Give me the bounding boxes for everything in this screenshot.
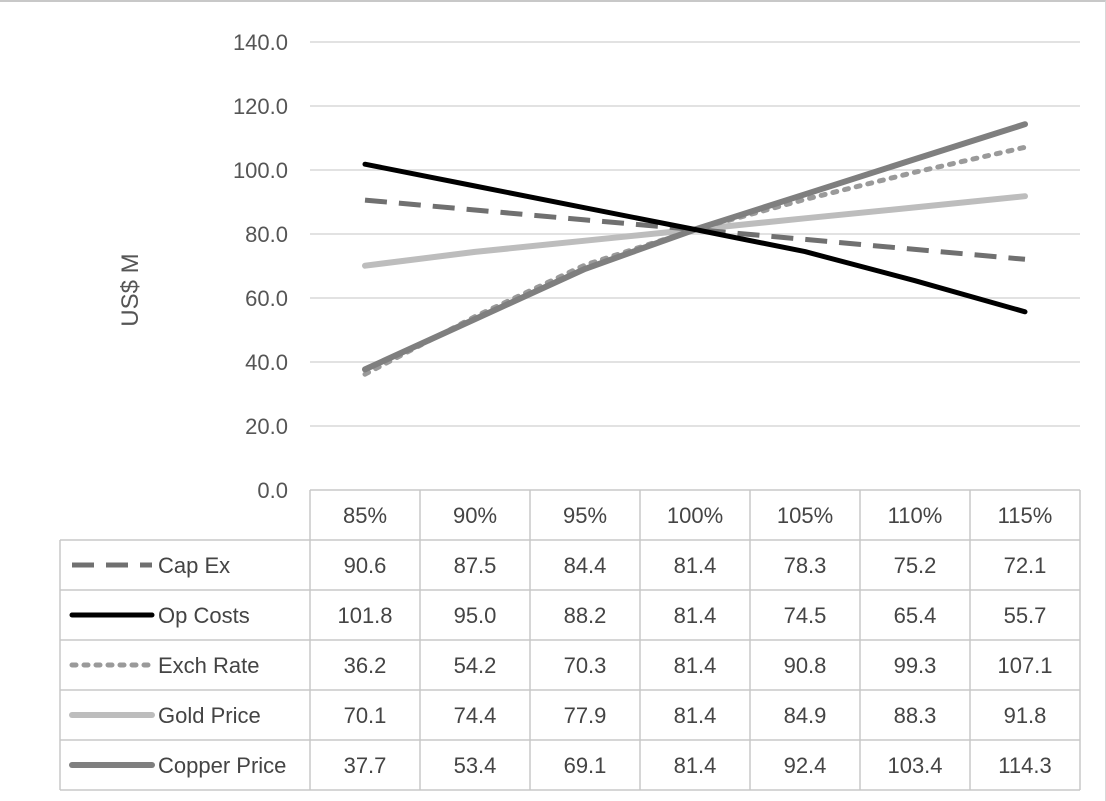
data-label-gold-price: 88.3 [894, 703, 937, 728]
data-label-op-costs: 95.0 [454, 603, 497, 628]
data-label-op-costs: 65.4 [894, 603, 937, 628]
x-tick-label-105: 105% [777, 503, 833, 528]
data-label-exch-rate: 81.4 [674, 653, 717, 678]
data-label-copper-price: 103.4 [887, 753, 942, 778]
data-label-copper-price: 69.1 [564, 753, 607, 778]
series-line-op-costs [362, 161, 1028, 315]
legend-label-cap-ex: Cap Ex [158, 553, 230, 578]
data-label-gold-price: 84.9 [784, 703, 827, 728]
x-tick-label-90: 90% [453, 503, 497, 528]
data-label-copper-price: 37.7 [344, 753, 387, 778]
data-label-gold-price: 74.4 [454, 703, 497, 728]
data-label-op-costs: 88.2 [564, 603, 607, 628]
data-label-cap-ex: 75.2 [894, 553, 937, 578]
legend-label-copper-price: Copper Price [158, 753, 286, 778]
data-label-copper-price: 81.4 [674, 753, 717, 778]
data-label-exch-rate: 36.2 [344, 653, 387, 678]
data-label-op-costs: 81.4 [674, 603, 717, 628]
data-label-cap-ex: 78.3 [784, 553, 827, 578]
data-label-exch-rate: 90.8 [784, 653, 827, 678]
y-tick-label: 40.0 [245, 350, 288, 375]
data-label-cap-ex: 81.4 [674, 553, 717, 578]
data-label-gold-price: 77.9 [564, 703, 607, 728]
data-label-op-costs: 101.8 [337, 603, 392, 628]
y-tick-label: 60.0 [245, 286, 288, 311]
data-label-gold-price: 81.4 [674, 703, 717, 728]
legend-label-exch-rate: Exch Rate [158, 653, 260, 678]
data-label-exch-rate: 54.2 [454, 653, 497, 678]
x-tick-label-100: 100% [667, 503, 723, 528]
data-label-exch-rate: 107.1 [997, 653, 1052, 678]
x-tick-label-115: 115% [998, 503, 1053, 528]
x-tick-label-85: 85% [343, 503, 387, 528]
legend-label-op-costs: Op Costs [158, 603, 250, 628]
data-label-exch-rate: 70.3 [564, 653, 607, 678]
y-axis-title: US$ M [117, 253, 144, 326]
data-label-copper-price: 53.4 [454, 753, 497, 778]
x-tick-label-110: 110% [888, 503, 943, 528]
y-tick-label: 0.0 [257, 478, 288, 503]
y-tick-label: 20.0 [245, 414, 288, 439]
data-label-copper-price: 92.4 [784, 753, 827, 778]
data-label-op-costs: 74.5 [784, 603, 827, 628]
y-tick-label: 100.0 [233, 158, 288, 183]
y-tick-label: 140.0 [233, 30, 288, 55]
data-label-gold-price: 70.1 [344, 703, 387, 728]
series-line-copper-price [362, 121, 1028, 373]
data-label-op-costs: 55.7 [1004, 603, 1047, 628]
y-tick-label: 120.0 [233, 94, 288, 119]
data-label-gold-price: 91.8 [1004, 703, 1047, 728]
data-label-exch-rate: 99.3 [894, 653, 937, 678]
legend-label-gold-price: Gold Price [158, 703, 261, 728]
data-label-cap-ex: 72.1 [1004, 553, 1047, 578]
data-label-cap-ex: 90.6 [344, 553, 387, 578]
x-tick-label-95: 95% [563, 503, 607, 528]
y-tick-label: 80.0 [245, 222, 288, 247]
data-label-cap-ex: 87.5 [454, 553, 497, 578]
data-label-cap-ex: 84.4 [564, 553, 607, 578]
data-label-copper-price: 114.3 [998, 753, 1051, 778]
